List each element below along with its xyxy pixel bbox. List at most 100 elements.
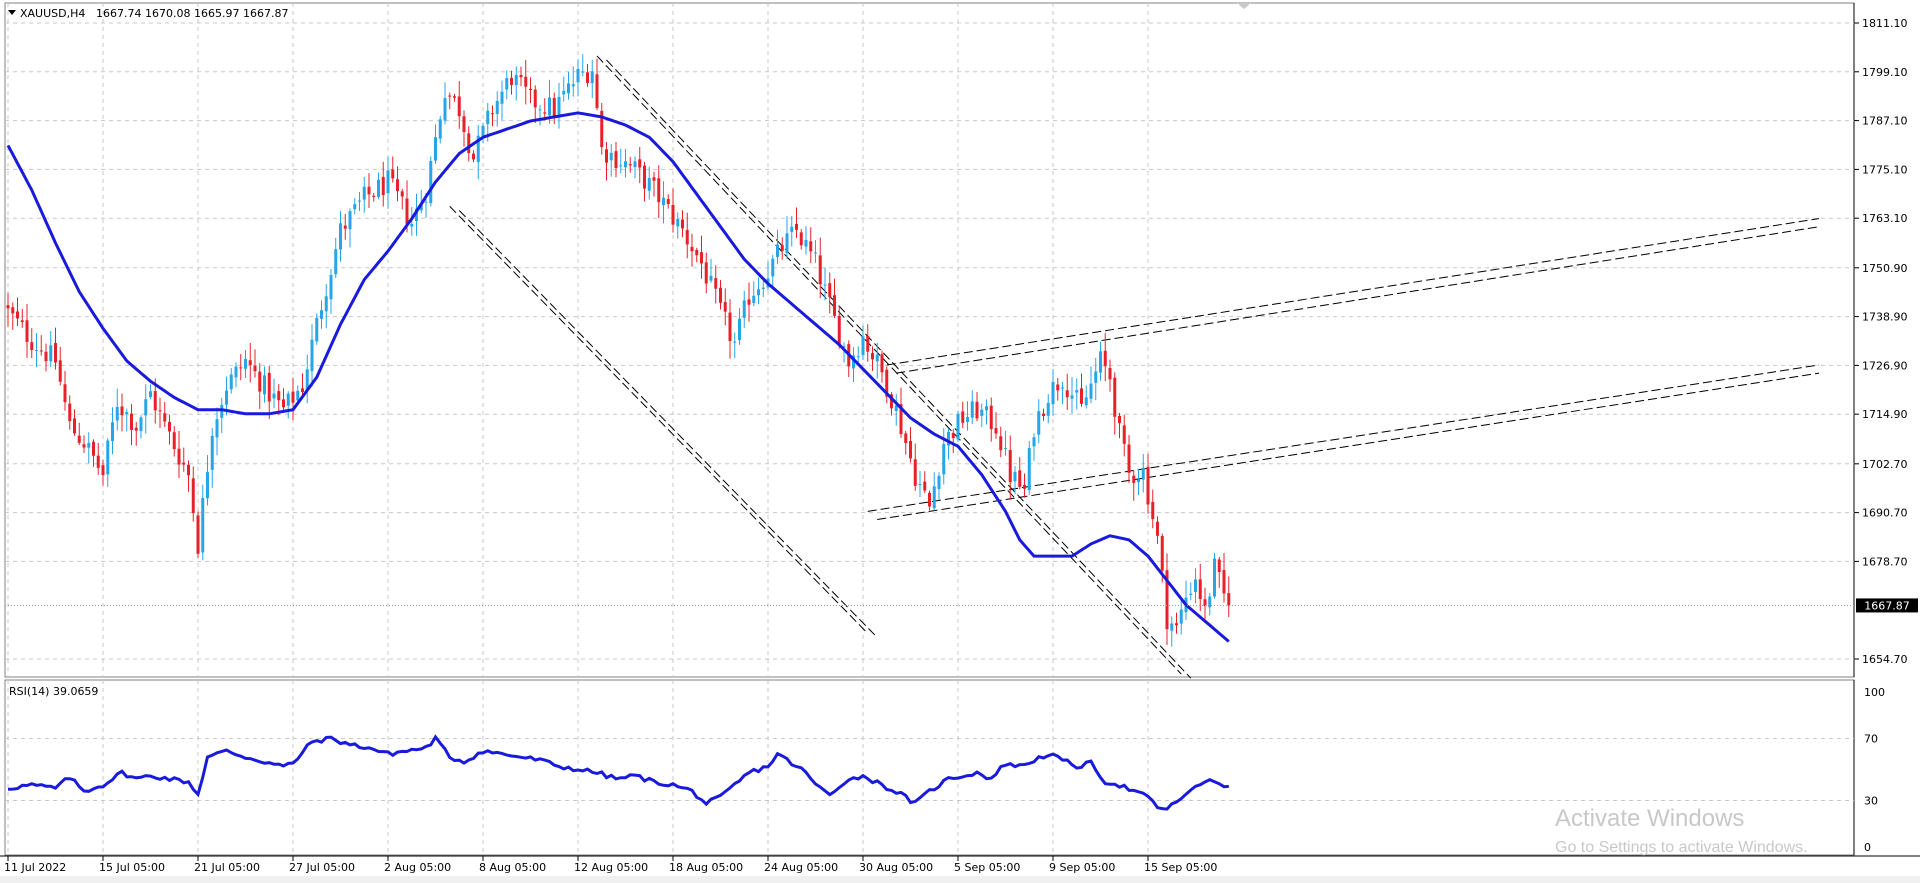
dropdown-triangle-icon[interactable] [8, 10, 16, 15]
rsi-tick-label: 0 [1864, 841, 1871, 854]
main-grid [5, 3, 1854, 677]
candle-body [1118, 415, 1121, 423]
candle-body [709, 275, 713, 281]
candle-body [909, 440, 912, 459]
rsi-tick-label: 70 [1864, 733, 1878, 746]
candle-body [158, 410, 162, 412]
candle-body [918, 483, 922, 485]
candle-body [619, 165, 623, 167]
watermark-line-2: Go to Settings to activate Windows. [1555, 839, 1808, 856]
channel-line[interactable] [877, 372, 1820, 521]
candle-body [685, 229, 689, 245]
channel-line[interactable] [886, 218, 1820, 366]
candle-body [1141, 467, 1145, 480]
candle-body [695, 249, 699, 256]
candle-body [1222, 570, 1226, 594]
candle-body [54, 343, 57, 363]
candle-body [1122, 425, 1126, 444]
time-tick-label: 30 Aug 05:00 [859, 861, 933, 874]
candle-body [510, 77, 513, 85]
candle-body [652, 177, 656, 181]
time-tick-label: 21 Jul 05:00 [194, 861, 260, 874]
candle-body [301, 388, 304, 393]
price-tick-label: 1738.90 [1862, 311, 1908, 324]
candle-body [1217, 559, 1221, 573]
current-price-label: 1667.87 [1856, 598, 1918, 613]
channel-line[interactable] [596, 55, 1182, 675]
candle-body [419, 203, 423, 211]
candle-body [472, 153, 475, 160]
candle-body [391, 169, 395, 179]
candle-body [837, 315, 841, 346]
candle-body [856, 356, 860, 358]
candle-body [500, 91, 504, 104]
candle-body [875, 354, 879, 362]
candle-body [871, 353, 874, 360]
rsi-grid [5, 680, 1854, 855]
candle-body [491, 113, 494, 115]
candle-body [115, 406, 119, 421]
candle-body [263, 375, 266, 395]
candle-body [234, 366, 238, 378]
candle-body [576, 68, 580, 83]
candle-body [353, 204, 357, 210]
candle-body [928, 492, 931, 507]
candle-body [643, 165, 646, 189]
time-tick-label: 9 Sep 05:00 [1049, 861, 1115, 874]
candle-body [1023, 484, 1026, 489]
candle-body [894, 405, 898, 411]
candle-body [386, 170, 390, 194]
channel-line[interactable] [606, 59, 1192, 679]
candle-body [63, 384, 67, 403]
candle-body [462, 116, 466, 132]
candle-body [1160, 535, 1164, 571]
candle-body [529, 89, 532, 91]
candle-body [486, 110, 490, 125]
candle-body [595, 74, 599, 108]
candle-body [291, 391, 295, 403]
candle-body [989, 405, 993, 430]
candle-body [92, 441, 95, 456]
current-price-label-box [1856, 598, 1918, 613]
channel-line[interactable] [449, 206, 869, 634]
candle-body [101, 465, 105, 476]
candle-body [614, 151, 618, 169]
candle-body [757, 289, 760, 296]
candle-body [738, 318, 741, 341]
rsi-line [7, 734, 1229, 811]
candle-body [861, 336, 865, 356]
candle-body [1099, 351, 1102, 373]
price-tick-label: 1702.70 [1862, 458, 1908, 471]
channel-line[interactable] [867, 364, 1820, 512]
candle-body [1065, 390, 1069, 398]
candle-body [16, 311, 19, 319]
candle-body [68, 403, 72, 422]
price-tick-label: 1799.10 [1862, 66, 1908, 79]
candle-body [106, 440, 110, 475]
candle-body [253, 365, 257, 372]
candle-body [329, 275, 333, 300]
rsi-plot-frame [4, 679, 1855, 856]
candle-body [676, 218, 680, 227]
candle-body [457, 96, 461, 117]
candle-body [533, 89, 537, 108]
rsi-tick-label: 30 [1864, 795, 1878, 808]
candle-body [229, 374, 233, 390]
candle-body [424, 201, 428, 203]
candle-body [153, 391, 157, 411]
price-tick-label: 1654.70 [1862, 653, 1908, 666]
moving-average-line [6, 111, 1230, 643]
scroll-marker-icon[interactable] [1237, 3, 1251, 9]
candle-body [139, 417, 143, 432]
candle-body [182, 462, 186, 465]
candle-body [39, 350, 43, 352]
candle-body [400, 191, 404, 197]
candle-body [11, 307, 15, 314]
candle-body [476, 135, 480, 163]
candle-body [324, 296, 328, 312]
candle-body [481, 125, 485, 138]
candle-body [296, 390, 300, 401]
channel-line[interactable] [458, 210, 878, 638]
candle-body [453, 96, 456, 98]
candle-body [633, 161, 637, 168]
